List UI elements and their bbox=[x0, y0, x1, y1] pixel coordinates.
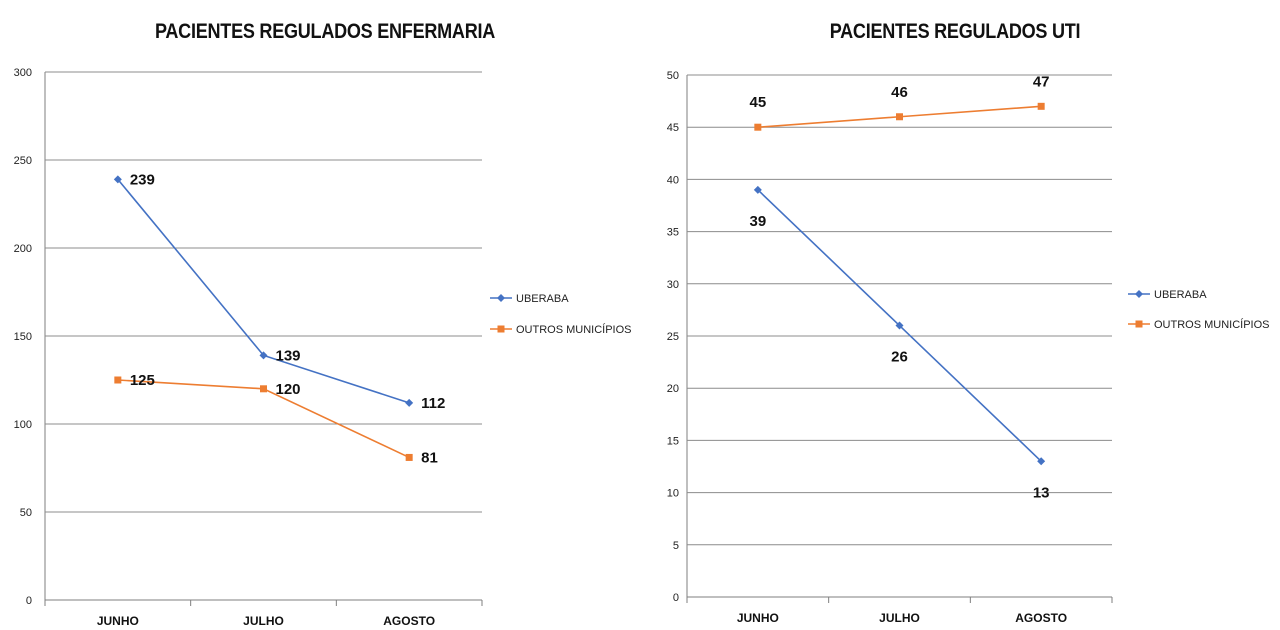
legend-marker bbox=[1135, 320, 1143, 328]
data-point bbox=[260, 385, 267, 393]
data-label: 81 bbox=[421, 449, 438, 466]
series-line-uberaba bbox=[117, 178, 410, 404]
y-tick-label: 5 bbox=[673, 540, 679, 552]
y-tick-label: 50 bbox=[20, 507, 32, 519]
legend-entry: OUTROS MUNICÍPIOS bbox=[1154, 318, 1270, 331]
data-label: 26 bbox=[891, 349, 908, 366]
chart-uti-plot: 0 5 10 15 20 25 30 35 40 45 50 JUNHO JULHO AGOSTO 39 26… bbox=[667, 70, 1270, 625]
data-point bbox=[1037, 457, 1046, 466]
legend-entry: OUTROS MUNICÍPIOS bbox=[516, 323, 632, 336]
chart-title: PACIENTES REGULADOS UTI bbox=[829, 20, 1081, 43]
x-tick-label: AGOSTO bbox=[383, 614, 435, 628]
y-tick-label: 200 bbox=[14, 243, 32, 255]
data-label: 120 bbox=[276, 381, 301, 398]
data-label: 125 bbox=[130, 372, 155, 389]
chart-title: PACIENTES REGULADOS ENFERMARIA bbox=[154, 20, 496, 43]
legend-marker bbox=[497, 294, 505, 302]
y-tick-label: 35 bbox=[667, 227, 679, 239]
data-label: 47 bbox=[1033, 73, 1050, 90]
legend-marker bbox=[1135, 290, 1143, 298]
data-point bbox=[753, 185, 762, 194]
x-tick-label: JULHO bbox=[243, 614, 284, 628]
y-tick-label: 45 bbox=[667, 122, 679, 134]
y-tick-label: 10 bbox=[667, 488, 679, 500]
x-tick-label: AGOSTO bbox=[1015, 611, 1067, 625]
data-point bbox=[405, 398, 414, 407]
legend-entry: UBERABA bbox=[1154, 289, 1207, 301]
data-point bbox=[896, 113, 903, 121]
data-label: 239 bbox=[130, 171, 155, 188]
x-tick-label: JUNHO bbox=[97, 614, 139, 628]
x-tick-label: JULHO bbox=[879, 611, 920, 625]
data-label: 13 bbox=[1033, 484, 1050, 501]
chart-uti: PACIENTES REGULADOS UTI 0 5 10 15 20 25 30 35 40… bbox=[650, 0, 1280, 630]
data-point bbox=[114, 376, 122, 384]
y-tick-label: 50 bbox=[667, 70, 679, 82]
y-tick-label: 15 bbox=[667, 435, 679, 447]
y-tick-label: 0 bbox=[26, 595, 32, 607]
data-label: 112 bbox=[421, 395, 445, 412]
data-label: 46 bbox=[891, 84, 908, 101]
y-tick-label: 150 bbox=[14, 331, 32, 343]
y-tick-label: 20 bbox=[667, 383, 679, 395]
data-point bbox=[1037, 102, 1045, 110]
y-tick-label: 30 bbox=[667, 279, 679, 291]
data-label: 45 bbox=[749, 94, 766, 111]
data-point bbox=[405, 453, 413, 461]
legend-marker bbox=[497, 325, 505, 333]
legend-entry: UBERABA bbox=[516, 293, 569, 305]
data-point bbox=[113, 175, 122, 184]
chart-enfermaria: PACIENTES REGULADOS ENFERMARIA 0 50 100 150… bbox=[14, 20, 632, 628]
data-point bbox=[259, 351, 268, 360]
y-tick-label: 300 bbox=[14, 67, 32, 79]
y-tick-label: 0 bbox=[673, 592, 679, 604]
data-label: 39 bbox=[749, 213, 766, 230]
y-tick-label: 25 bbox=[667, 331, 679, 343]
data-point bbox=[895, 321, 904, 330]
chart-enfermaria-plot: 0 50 100 150 200 250 300 JUNHO JULHO AGOSTO 239 139… bbox=[14, 67, 632, 628]
y-tick-label: 40 bbox=[667, 174, 679, 186]
y-tick-label: 100 bbox=[14, 419, 32, 431]
data-label: 139 bbox=[276, 347, 301, 364]
data-point bbox=[754, 123, 762, 131]
x-tick-label: JUNHO bbox=[737, 611, 779, 625]
y-tick-label: 250 bbox=[14, 155, 32, 167]
